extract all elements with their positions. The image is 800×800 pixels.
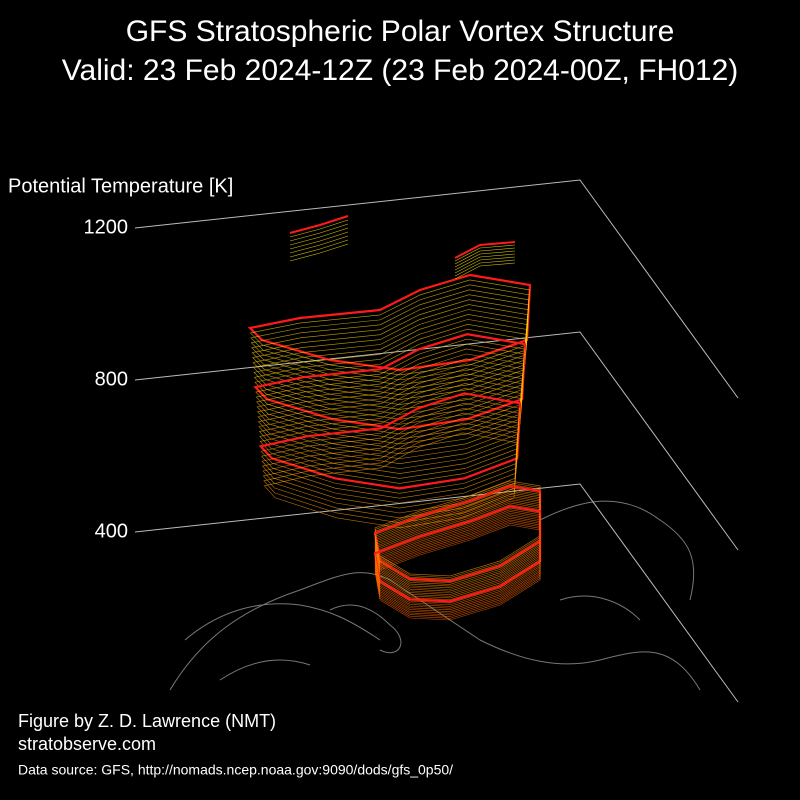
contour <box>454 259 516 277</box>
source: Data source: GFS, http://nomads.ncep.noa… <box>18 762 453 778</box>
contour <box>374 524 541 621</box>
contour <box>454 262 516 280</box>
coastline <box>219 595 641 681</box>
contour <box>289 231 349 250</box>
credit: Figure by Z. D. Lawrence (NMT) <box>18 711 276 731</box>
coastlines <box>169 500 701 691</box>
contour <box>263 432 517 529</box>
contour <box>454 241 516 259</box>
contour <box>454 256 516 274</box>
tick-plane <box>134 483 739 703</box>
contour <box>454 250 516 268</box>
website: stratobserve.com <box>18 734 156 754</box>
contour <box>289 223 349 242</box>
contour <box>289 227 349 246</box>
contour <box>289 219 349 238</box>
z-tick-label: 1200 <box>84 216 129 238</box>
tick-plane <box>134 331 739 551</box>
tick-plane <box>134 179 739 399</box>
coastline <box>169 572 701 691</box>
contour <box>289 215 349 234</box>
axis-label: Potential Temperature [K] <box>8 175 233 197</box>
chart-title: GFS Stratospheric Polar Vortex Structure <box>126 15 675 48</box>
z-tick-label: 800 <box>95 368 128 390</box>
contour <box>289 243 349 262</box>
contour <box>289 235 349 254</box>
contour <box>454 244 516 262</box>
z-tick-label: 400 <box>95 520 128 542</box>
contour <box>289 239 349 258</box>
axis-planes: 400 800 1200 <box>84 179 739 703</box>
contour <box>454 247 516 265</box>
vortex <box>247 215 542 621</box>
coastline <box>184 500 695 641</box>
chart-subtitle: Valid: 23 Feb 2024-12Z (23 Feb 2024-00Z,… <box>62 54 739 87</box>
contour <box>454 253 516 271</box>
